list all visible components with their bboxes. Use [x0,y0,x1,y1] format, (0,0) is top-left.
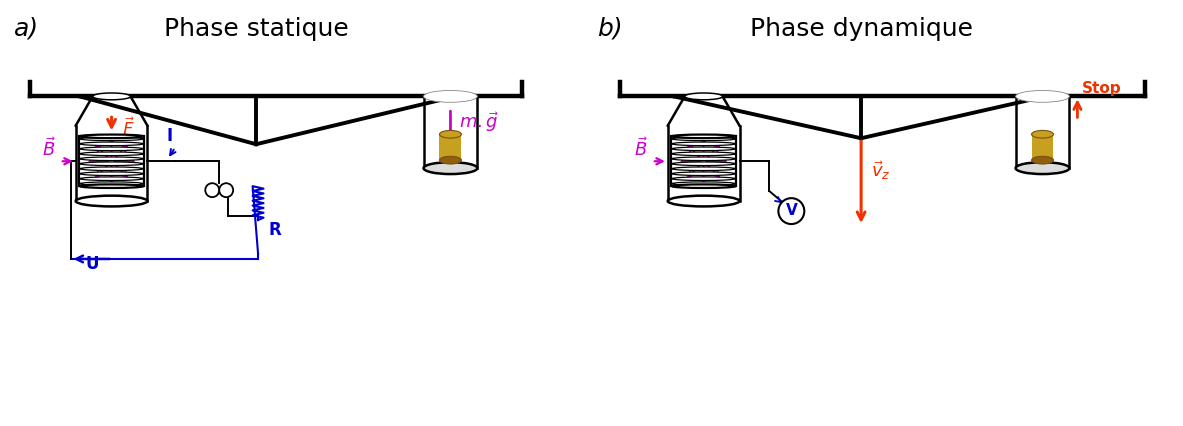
Ellipse shape [80,172,143,176]
Ellipse shape [424,90,478,102]
Ellipse shape [80,137,143,141]
Text: $\vec{B}$: $\vec{B}$ [41,138,56,160]
Ellipse shape [80,184,143,188]
Ellipse shape [424,162,478,174]
Bar [1032,134,1054,160]
Ellipse shape [1016,162,1069,174]
Ellipse shape [440,156,461,164]
Bar [671,136,736,186]
Circle shape [778,198,804,224]
Ellipse shape [667,196,739,207]
Text: $\vec{v}_z$: $\vec{v}_z$ [871,159,891,182]
Ellipse shape [80,152,143,155]
Bar [79,136,144,186]
Ellipse shape [1016,90,1069,102]
Ellipse shape [672,135,736,138]
Text: Phase dynamique: Phase dynamique [750,17,972,40]
Text: V: V [786,203,797,218]
Text: $\vec{B}$: $\vec{B}$ [634,138,648,160]
Ellipse shape [685,93,723,100]
Ellipse shape [672,172,736,176]
Ellipse shape [672,167,736,170]
Text: b): b) [597,17,622,40]
Text: Stop: Stop [1081,81,1121,96]
Ellipse shape [1032,130,1054,138]
Text: R: R [269,221,280,239]
Ellipse shape [672,137,736,141]
Ellipse shape [80,147,143,151]
Ellipse shape [80,162,143,166]
Ellipse shape [672,142,736,146]
Bar [440,134,461,160]
Circle shape [219,183,233,197]
Ellipse shape [672,157,736,161]
Ellipse shape [80,167,143,170]
Text: U: U [86,255,99,273]
Text: a): a) [14,17,39,40]
Ellipse shape [80,157,143,161]
Ellipse shape [76,196,148,207]
Text: Phase statique: Phase statique [163,17,349,40]
Ellipse shape [672,162,736,166]
Ellipse shape [1032,156,1054,164]
Text: $\vec{F}$: $\vec{F}$ [122,118,134,140]
Ellipse shape [672,147,736,151]
Circle shape [206,183,219,197]
Ellipse shape [80,177,143,181]
Ellipse shape [672,177,736,181]
Ellipse shape [80,182,143,185]
Ellipse shape [672,152,736,155]
Ellipse shape [672,184,736,188]
Text: $m.\vec{g}$: $m.\vec{g}$ [459,110,499,134]
Ellipse shape [80,135,143,138]
Ellipse shape [92,93,130,100]
Ellipse shape [440,130,461,138]
Ellipse shape [80,142,143,146]
Ellipse shape [672,182,736,185]
Text: I: I [167,127,173,145]
